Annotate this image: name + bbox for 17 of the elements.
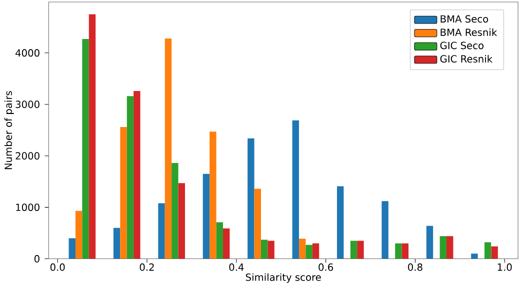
legend-label: BMA Resnik <box>440 28 498 36</box>
y-tick-label: 4000 <box>16 49 40 57</box>
x-tick-label: 0.0 <box>50 263 65 271</box>
x-axis-title: Similarity score <box>246 273 321 283</box>
y-tick-label: 0 <box>34 254 40 262</box>
y-tick-label: 2000 <box>16 152 40 160</box>
x-tick-label: 0.8 <box>408 263 422 271</box>
legend-label: GIC Resnik <box>440 54 493 62</box>
y-tick-label: 1000 <box>16 203 40 211</box>
y-axis-title: Number of pairs <box>4 91 14 170</box>
x-tick-label: 0.2 <box>140 263 154 271</box>
y-tick-label: 3000 <box>16 100 40 108</box>
x-tick-label: 0.4 <box>229 263 244 271</box>
x-tick-label: 0.6 <box>318 263 334 271</box>
legend-label: BMA Seco <box>440 15 488 23</box>
x-tick-label: 1.0 <box>498 263 512 271</box>
legend-label: GIC Seco <box>440 42 484 50</box>
